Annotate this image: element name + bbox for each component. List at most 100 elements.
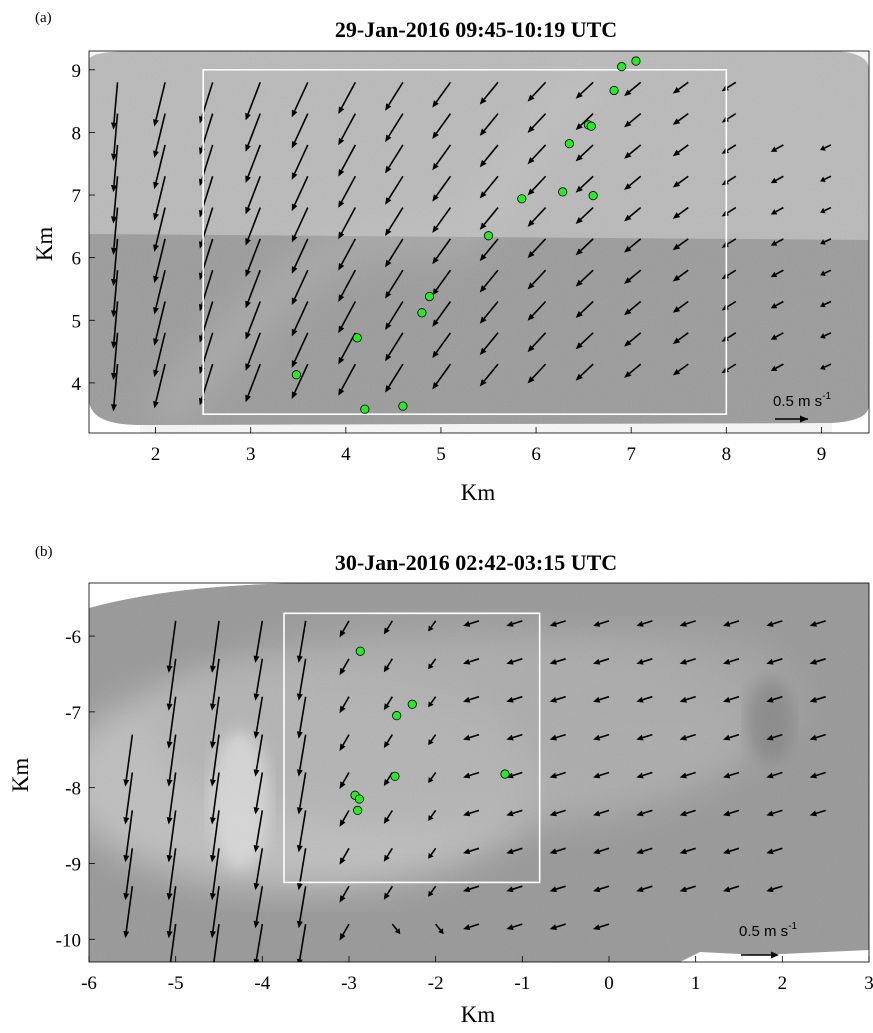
panel-b-vector	[123, 848, 134, 901]
panel-b-vector	[428, 885, 437, 897]
panel-a-vector	[110, 238, 119, 287]
panel-a-vector	[245, 238, 261, 277]
panel-a-vector	[110, 301, 119, 349]
svg-text:0.5 m s-1: 0.5 m s-1	[739, 921, 798, 940]
panel-b-xtick-label: 3	[864, 973, 873, 994]
panel-a-vector	[820, 238, 832, 245]
panel-b-vector	[809, 809, 826, 817]
panel-a-vector	[770, 175, 784, 184]
panel-b-vector	[679, 620, 696, 627]
panel-a-vector	[153, 144, 166, 190]
panel-a-vector	[672, 238, 689, 251]
panel-b-vector	[463, 885, 480, 893]
panel-a-vector	[624, 81, 642, 97]
panel-b-vector	[549, 658, 566, 665]
panel-b-vector	[253, 810, 264, 853]
panel-b-vector	[549, 809, 566, 817]
panel-b-vector	[209, 772, 220, 825]
panel-b-vector	[679, 771, 696, 779]
panel-b-vector	[766, 809, 783, 817]
panel-b-vector	[549, 620, 566, 627]
panel-a-vector	[153, 238, 166, 284]
panel-b-point	[354, 794, 364, 804]
panel-b-vector	[253, 696, 264, 739]
panel-a-scale-exp: -1	[822, 391, 831, 402]
panel-a-vector	[110, 82, 119, 130]
panel-b-vector	[253, 772, 264, 815]
panel-b-vector	[723, 695, 740, 703]
panel-b-vector	[166, 696, 177, 749]
panel-b-vector	[428, 772, 437, 783]
panel-b-vector	[723, 733, 740, 741]
panel-a-xtick-label: 9	[817, 444, 827, 465]
panel-a-vector	[153, 113, 166, 158]
panel-b-vector	[636, 695, 653, 703]
panel-a-vector	[770, 144, 784, 152]
panel-a-vector	[672, 175, 689, 188]
panel-a-vector	[110, 207, 119, 255]
panel-b-vector	[593, 658, 610, 665]
panel-a-vector	[432, 144, 452, 171]
panel-b-ytick-label: -10	[56, 930, 81, 951]
panel-a-vector	[770, 363, 784, 372]
panel-a-vector	[479, 238, 499, 262]
panel-b-vector	[766, 695, 783, 703]
panel-b-vector	[593, 809, 610, 817]
panel-b-vector	[428, 620, 437, 632]
panel-a-vector	[291, 238, 309, 274]
panel-a-vector	[527, 207, 547, 227]
panel-b-vector	[723, 885, 740, 893]
panel-b-vector	[166, 620, 177, 673]
panel-b-point	[353, 805, 363, 816]
panel-a-vector	[527, 144, 547, 165]
panel-b-vector	[766, 733, 783, 741]
panel-b-xtick-label: -2	[428, 973, 444, 994]
panel-a-vector	[527, 175, 547, 196]
panel-a-vector	[770, 238, 784, 246]
panel-a-vector	[153, 176, 166, 221]
panel-b-vector	[339, 620, 350, 638]
panel-b-ticks: -6 -5 -4 -3 -2 -1 0 1 2 3-10-9-8-7-6	[56, 627, 873, 994]
panel-a-ticks: 2 3 4 5 6 7 8 9 4 5 6 7 8 9	[72, 61, 827, 465]
panel-b-point	[392, 711, 402, 721]
panel-a-vector	[245, 113, 261, 152]
panel-a-vector	[153, 82, 166, 127]
panel-a-vector	[385, 269, 404, 299]
panel-b-vector	[296, 886, 307, 929]
panel-a-vector	[385, 301, 404, 330]
panel-b-vector	[506, 658, 523, 665]
panel-b-vector	[253, 886, 264, 929]
panel-b-vector	[383, 734, 394, 749]
panel-a-vector	[153, 363, 166, 409]
panel-a-vector	[575, 269, 594, 287]
panel-a-vector	[245, 82, 261, 121]
panel-a-vector	[338, 81, 357, 114]
panel-a-vector	[624, 300, 642, 316]
panel-a-point	[291, 370, 301, 380]
panel-a-vector	[432, 332, 452, 359]
panel-b-scale-exp: -1	[788, 921, 797, 932]
panel-b-vector	[296, 848, 307, 891]
panel-a-vector	[338, 238, 357, 271]
panel-a-vector	[153, 332, 166, 378]
panel-b-vector	[809, 695, 826, 703]
svg-text:0.5 m s-1: 0.5 m s-1	[773, 391, 832, 410]
panel-a-point	[517, 194, 527, 204]
panel-a-vector	[527, 269, 547, 290]
panel-a-point	[617, 62, 627, 72]
panel-b-vector	[296, 923, 307, 962]
panel-b-vector	[506, 620, 523, 627]
panel-a-vector	[432, 269, 452, 296]
panel-a-vector	[575, 144, 594, 162]
panel-b-vector	[339, 885, 350, 903]
panel-a-vector	[672, 81, 689, 94]
panel-a-vector	[153, 269, 166, 315]
panel-b-vector	[766, 620, 783, 627]
panel-a-vector	[624, 113, 642, 128]
panel-a-label: (a)	[35, 10, 52, 26]
panel-b-vector	[123, 772, 134, 825]
panel-b-vector	[636, 620, 653, 627]
panel-a-vector	[672, 112, 689, 125]
panel-b-vector	[428, 847, 437, 859]
panel-b-vector	[549, 847, 566, 855]
